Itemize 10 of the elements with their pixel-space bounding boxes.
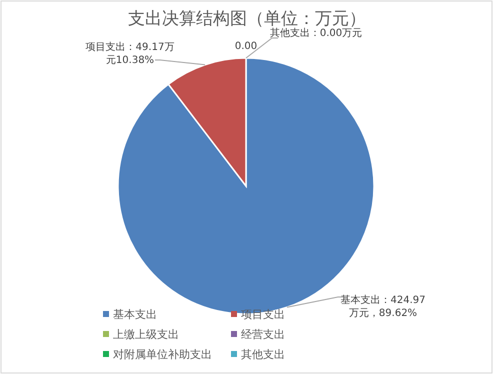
chart-title: 支出决算结构图（单位：万元）	[128, 9, 366, 29]
data-label: 基本支出：424.97万元，89.62%	[340, 294, 426, 319]
data-label: 项目支出：49.17万元10.38%	[86, 41, 174, 66]
legend-label: 对附属单位补助支出	[113, 348, 212, 361]
text: 其他支出：0.00万元	[270, 28, 362, 39]
legend-label: 上缴上级支出	[113, 328, 179, 341]
legend-label: 基本支出	[113, 308, 157, 321]
legend-label: 其他支出	[241, 348, 285, 361]
legend-label: 经营支出	[241, 328, 285, 341]
text: 0.00	[234, 41, 258, 52]
